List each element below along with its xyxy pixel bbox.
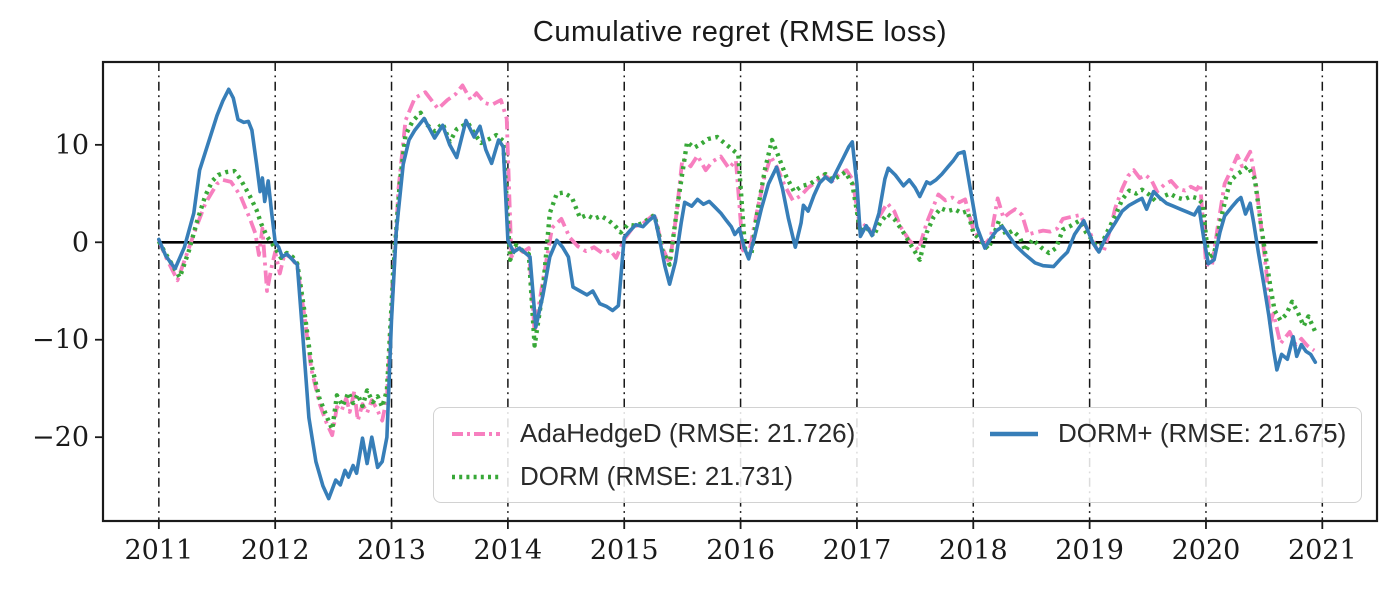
x-tick-label: 2020 bbox=[1172, 535, 1241, 566]
x-tick-label: 2012 bbox=[241, 535, 310, 566]
series-line-adahedged bbox=[157, 83, 1316, 438]
x-tick-label: 2016 bbox=[706, 535, 775, 566]
x-tick-label: 2019 bbox=[1055, 535, 1124, 566]
x-tick-label: 2013 bbox=[357, 535, 426, 566]
x-tick-label: 2014 bbox=[474, 535, 543, 566]
y-tick-label: 0 bbox=[72, 227, 89, 258]
series-line-dorm bbox=[156, 110, 1318, 432]
dotted-line-icon bbox=[452, 474, 500, 479]
series-line-dormplus bbox=[157, 87, 1318, 501]
dashdot-line-icon bbox=[452, 431, 500, 436]
y-tick-label: 10 bbox=[55, 130, 89, 161]
y-tick-label: −20 bbox=[32, 422, 89, 453]
x-tick-label: 2017 bbox=[823, 535, 892, 566]
x-tick-label: 2018 bbox=[939, 535, 1008, 566]
legend-label-adahedged: AdaHedgeD (RMSE: 21.726) bbox=[520, 418, 856, 448]
legend-item-dorm: DORM (RMSE: 21.731) bbox=[450, 461, 988, 492]
x-tick-label: 2011 bbox=[124, 535, 193, 566]
x-tick-label: 2015 bbox=[590, 535, 659, 566]
legend: AdaHedgeD (RMSE: 21.726) DORM (RMSE: 21.… bbox=[433, 407, 1362, 503]
x-tick-label: 2021 bbox=[1288, 535, 1357, 566]
solid-line-icon bbox=[990, 431, 1038, 436]
legend-item-dormplus: DORM+ (RMSE: 21.675) bbox=[988, 418, 1351, 449]
chart-title: Cumulative regret (RMSE loss) bbox=[532, 16, 948, 48]
legend-label-dormplus: DORM+ (RMSE: 21.675) bbox=[1058, 418, 1347, 448]
y-tick-label: −10 bbox=[32, 325, 89, 356]
legend-item-adahedged: AdaHedgeD (RMSE: 21.726) bbox=[450, 418, 988, 449]
legend-label-dorm: DORM (RMSE: 21.731) bbox=[520, 461, 794, 491]
